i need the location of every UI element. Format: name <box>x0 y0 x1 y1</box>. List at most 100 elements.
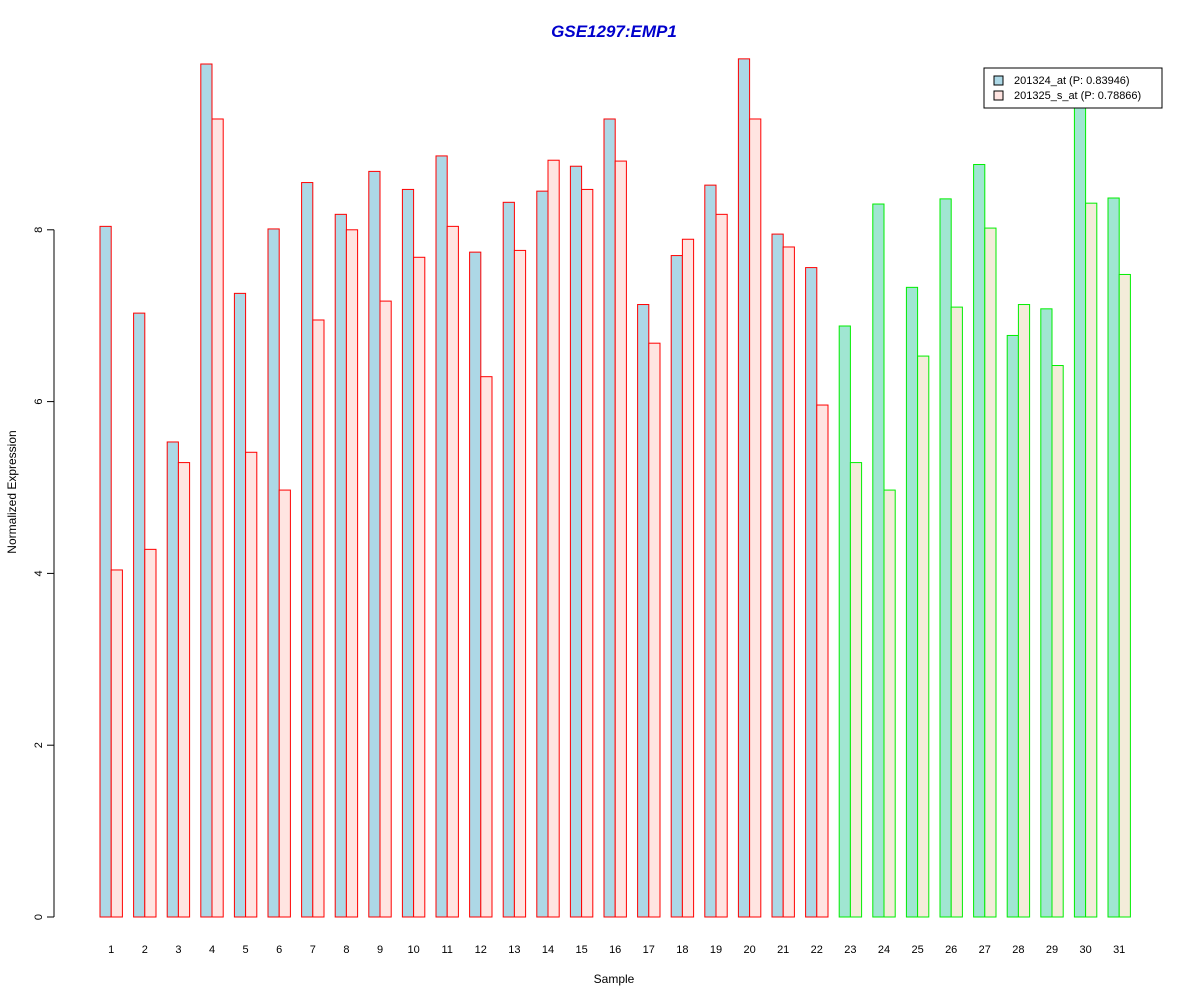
bar-201324-at <box>267 228 280 918</box>
x-tick-label: 3 <box>175 944 181 956</box>
bar-201324-at <box>569 165 583 918</box>
legend-entry: 201324_at (P: 0.83946) <box>1014 75 1130 87</box>
bar-201324-at <box>469 251 482 918</box>
bar-201324-at <box>166 441 179 918</box>
bar-201325-s-at <box>917 355 930 918</box>
bar-201324-at <box>973 164 986 918</box>
bar-201324-at <box>603 118 616 918</box>
x-axis-label: Sample <box>594 972 635 986</box>
x-tick-label: 31 <box>1113 944 1125 956</box>
x-tick-label: 10 <box>407 944 419 956</box>
bar-201325-s-at <box>1085 202 1098 918</box>
bar-201324-at <box>637 304 650 918</box>
bar-201325-s-at <box>849 462 863 918</box>
bar-201325-s-at <box>345 229 359 918</box>
y-tick-label: 2 <box>33 742 45 748</box>
y-axis-label: Normalized Expression <box>5 430 19 553</box>
bar-201325-s-at <box>782 246 795 918</box>
y-tick-label: 8 <box>33 227 45 233</box>
x-tick-label: 11 <box>441 944 452 956</box>
bar-201324-at <box>301 182 314 918</box>
bar-201325-s-at <box>278 489 291 918</box>
bar-201324-at <box>905 286 919 918</box>
bar-201324-at <box>200 63 213 918</box>
bar-201325-s-at <box>480 376 493 918</box>
bar-201325-s-at <box>648 342 661 918</box>
x-tick-label: 27 <box>979 944 991 956</box>
x-tick-label: 28 <box>1012 944 1024 956</box>
bar-201324-at <box>368 170 381 918</box>
x-tick-label: 21 <box>777 944 789 956</box>
legend: 201324_at (P: 0.83946) 201325_s_at (P: 0.… <box>983 67 1163 109</box>
bar-201325-s-at <box>816 404 829 918</box>
bar-201325-s-at <box>446 225 459 918</box>
x-tick-label: 8 <box>343 944 349 956</box>
bar-201325-s-at <box>681 238 695 918</box>
bar-201324-at <box>805 267 818 918</box>
legend-box <box>983 67 1163 109</box>
bar-201324-at <box>872 203 885 918</box>
bar-201324-at <box>1006 334 1019 918</box>
bar-201324-at <box>233 292 247 918</box>
bar-201325-s-at <box>547 159 560 918</box>
x-tick-label: 22 <box>811 944 823 956</box>
x-tick-label: 12 <box>475 944 487 956</box>
x-tick-label: 24 <box>878 944 890 956</box>
x-tick-label: 1 <box>108 944 114 956</box>
bar-201324-at <box>1073 103 1087 918</box>
y-axis: 0 2 4 6 8 <box>33 227 55 920</box>
x-tick-label: 30 <box>1079 944 1091 956</box>
bar-201325-s-at <box>883 489 896 918</box>
x-tick-label: 25 <box>911 944 923 956</box>
bar-201325-s-at <box>1118 273 1131 918</box>
x-tick-label: 29 <box>1046 944 1058 956</box>
bar-201324-at <box>939 198 952 918</box>
x-tick-label: 20 <box>743 944 755 956</box>
bar-201324-at <box>670 255 683 918</box>
y-tick-label: 0 <box>33 914 45 920</box>
x-tick-label: 2 <box>142 944 148 956</box>
legend-swatch <box>993 90 1004 101</box>
bar-201325-s-at <box>581 188 594 918</box>
bar-201324-at <box>536 190 549 918</box>
x-tick-label: 19 <box>710 944 722 956</box>
bar-201324-at <box>838 325 851 918</box>
x-tick-label: 6 <box>276 944 282 956</box>
y-tick-label: 4 <box>33 570 45 576</box>
bar-201325-s-at <box>984 227 997 918</box>
x-tick-label: 9 <box>377 944 383 956</box>
chart-title: GSE1297:EMP1 <box>551 22 677 41</box>
bar-201325-s-at <box>1051 365 1064 918</box>
y-tick-label: 6 <box>33 399 45 405</box>
bar-201325-s-at <box>513 249 527 918</box>
bar-201325-s-at <box>614 160 627 918</box>
bar-201325-s-at <box>211 118 224 918</box>
bar-201325-s-at <box>379 300 392 918</box>
x-tick-label: 5 <box>243 944 249 956</box>
bar-201325-s-at <box>413 256 426 918</box>
x-tick-label: 7 <box>310 944 316 956</box>
x-tick-label: 14 <box>542 944 554 956</box>
legend-swatch <box>993 75 1004 86</box>
x-tick-label: 17 <box>643 944 655 956</box>
bar-201324-at <box>1040 308 1053 918</box>
bar-201324-at <box>771 233 784 918</box>
x-tick-label: 15 <box>575 944 587 956</box>
bar-201325-s-at <box>950 306 963 918</box>
x-tick-label: 18 <box>676 944 688 956</box>
bar-201325-s-at <box>110 569 123 918</box>
bar-201325-s-at <box>177 462 191 918</box>
bar-201325-s-at <box>749 118 762 918</box>
x-tick-label: 4 <box>209 944 215 956</box>
legend-entry: 201325_s_at (P: 0.78866) <box>1014 90 1141 102</box>
bar-201324-at <box>502 201 515 918</box>
x-tick-labels: 1 2 3 4 5 6 7 8 9 10 11 12 13 14 15 16 17 18 19 20 21 22 23 24 2… <box>108 944 1125 956</box>
bars-group <box>99 58 1131 918</box>
bar-201325-s-at <box>1017 304 1031 918</box>
bar-201325-s-at <box>312 319 325 918</box>
bar-201324-at <box>133 312 146 918</box>
x-tick-label: 13 <box>508 944 520 956</box>
bar-201324-at <box>401 188 415 918</box>
bar-201324-at <box>704 184 717 918</box>
